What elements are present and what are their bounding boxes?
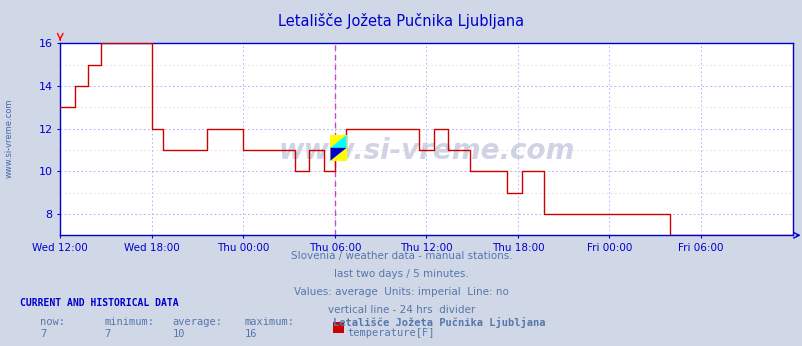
- Text: temperature[F]: temperature[F]: [346, 328, 434, 338]
- Text: minimum:: minimum:: [104, 317, 154, 327]
- Text: CURRENT AND HISTORICAL DATA: CURRENT AND HISTORICAL DATA: [20, 298, 179, 308]
- Text: Values: average  Units: imperial  Line: no: Values: average Units: imperial Line: no: [294, 287, 508, 297]
- Text: vertical line - 24 hrs  divider: vertical line - 24 hrs divider: [327, 305, 475, 315]
- Text: www.si-vreme.com: www.si-vreme.com: [5, 99, 14, 178]
- Text: now:: now:: [40, 317, 65, 327]
- Bar: [330, 135, 346, 161]
- Text: last two days / 5 minutes.: last two days / 5 minutes.: [334, 269, 468, 279]
- Text: www.si-vreme.com: www.si-vreme.com: [277, 137, 574, 165]
- Text: Letališče Jožeta Pučnika Ljubljana: Letališče Jožeta Pučnika Ljubljana: [278, 13, 524, 29]
- Text: maximum:: maximum:: [245, 317, 294, 327]
- Polygon shape: [330, 148, 346, 161]
- Text: 10: 10: [172, 329, 185, 339]
- Polygon shape: [330, 135, 346, 148]
- Text: 16: 16: [245, 329, 257, 339]
- Text: 7: 7: [40, 329, 47, 339]
- Text: Letališče Jožeta Pučnika Ljubljana: Letališče Jožeta Pučnika Ljubljana: [333, 317, 545, 328]
- Text: Slovenia / weather data - manual stations.: Slovenia / weather data - manual station…: [290, 251, 512, 261]
- Text: average:: average:: [172, 317, 222, 327]
- Text: 7: 7: [104, 329, 111, 339]
